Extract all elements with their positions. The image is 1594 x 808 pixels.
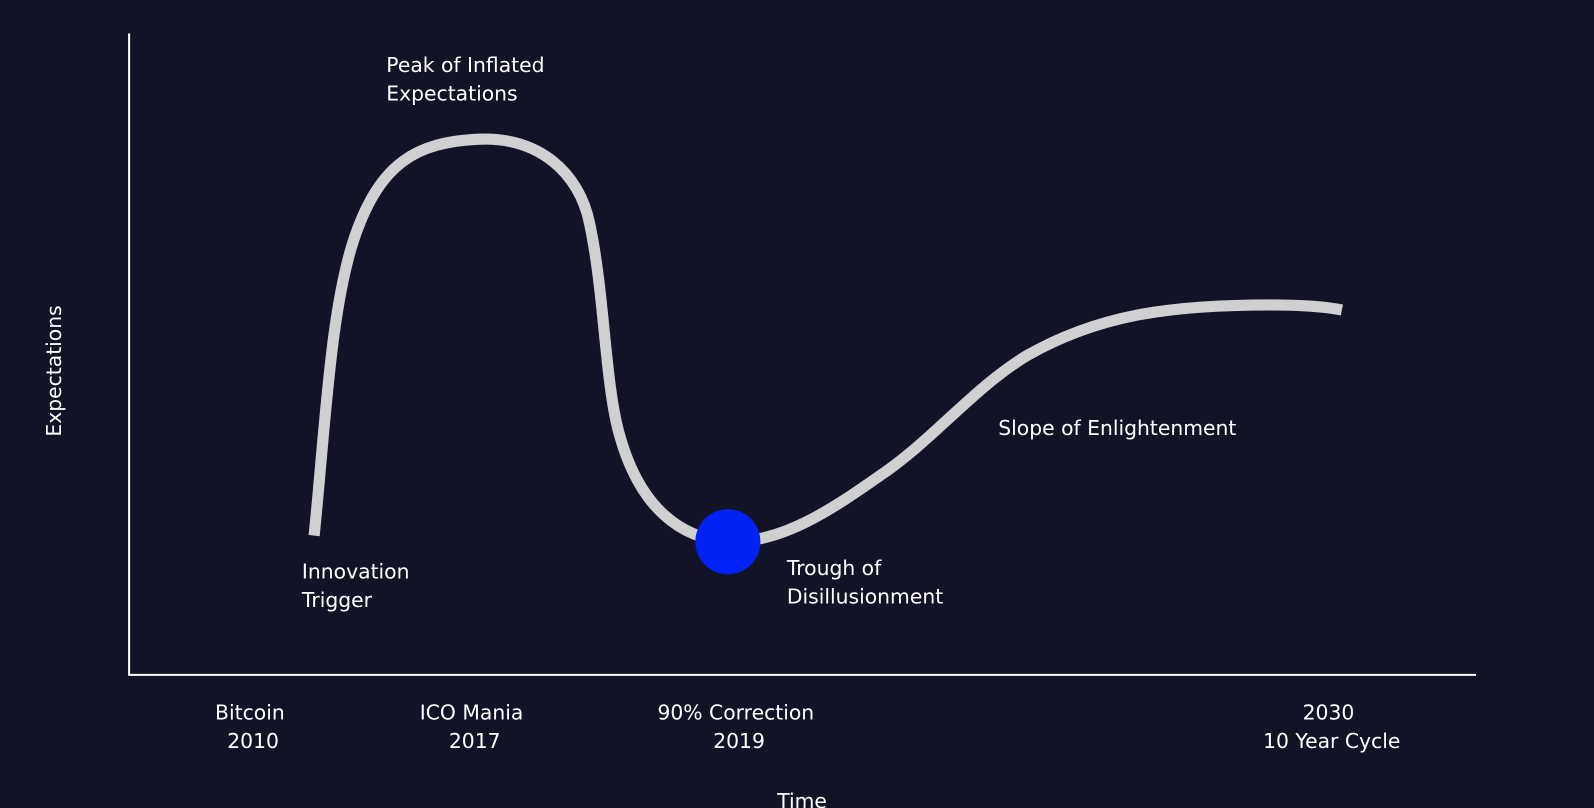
milestone-line: 10 Year Cycle — [1263, 729, 1400, 753]
milestone-line: 2030 — [1303, 701, 1355, 725]
milestone-line: 90% Correction — [657, 701, 814, 725]
phase-line: Innovation — [302, 559, 410, 583]
phase-line: Trigger — [301, 588, 373, 612]
milestone-label: Bitcoin 2010 — [215, 701, 291, 753]
phase-line: Trough of — [786, 556, 882, 580]
milestone-line: 2010 — [227, 729, 279, 753]
phase-line: Expectations — [386, 82, 517, 106]
milestone-label: 2030 10 Year Cycle — [1263, 701, 1400, 753]
milestone-line: ICO Mania — [420, 701, 524, 725]
hype-curve — [308, 133, 1343, 548]
phase-label: Trough of Disillusionment — [786, 556, 943, 608]
milestone-label: ICO Mania 2017 — [420, 701, 530, 753]
milestone-label: 90% Correction 2019 — [657, 701, 820, 753]
phase-label: Innovation Trigger — [301, 559, 416, 611]
milestone-line: 2017 — [449, 729, 501, 753]
x-axis-label: Time — [776, 789, 827, 808]
phase-line: Disillusionment — [787, 585, 943, 609]
phase-label: Slope of Enlightenment — [998, 416, 1236, 440]
milestone-line: Bitcoin — [215, 701, 285, 725]
current-position-dot — [695, 509, 761, 575]
y-axis-label: Expectations — [42, 305, 66, 436]
milestone-line: 2019 — [713, 729, 765, 753]
phase-label: Peak of Inflated Expectations — [386, 53, 551, 105]
phase-line: Peak of Inflated — [386, 53, 544, 77]
phase-line: Slope of Enlightenment — [998, 416, 1236, 440]
